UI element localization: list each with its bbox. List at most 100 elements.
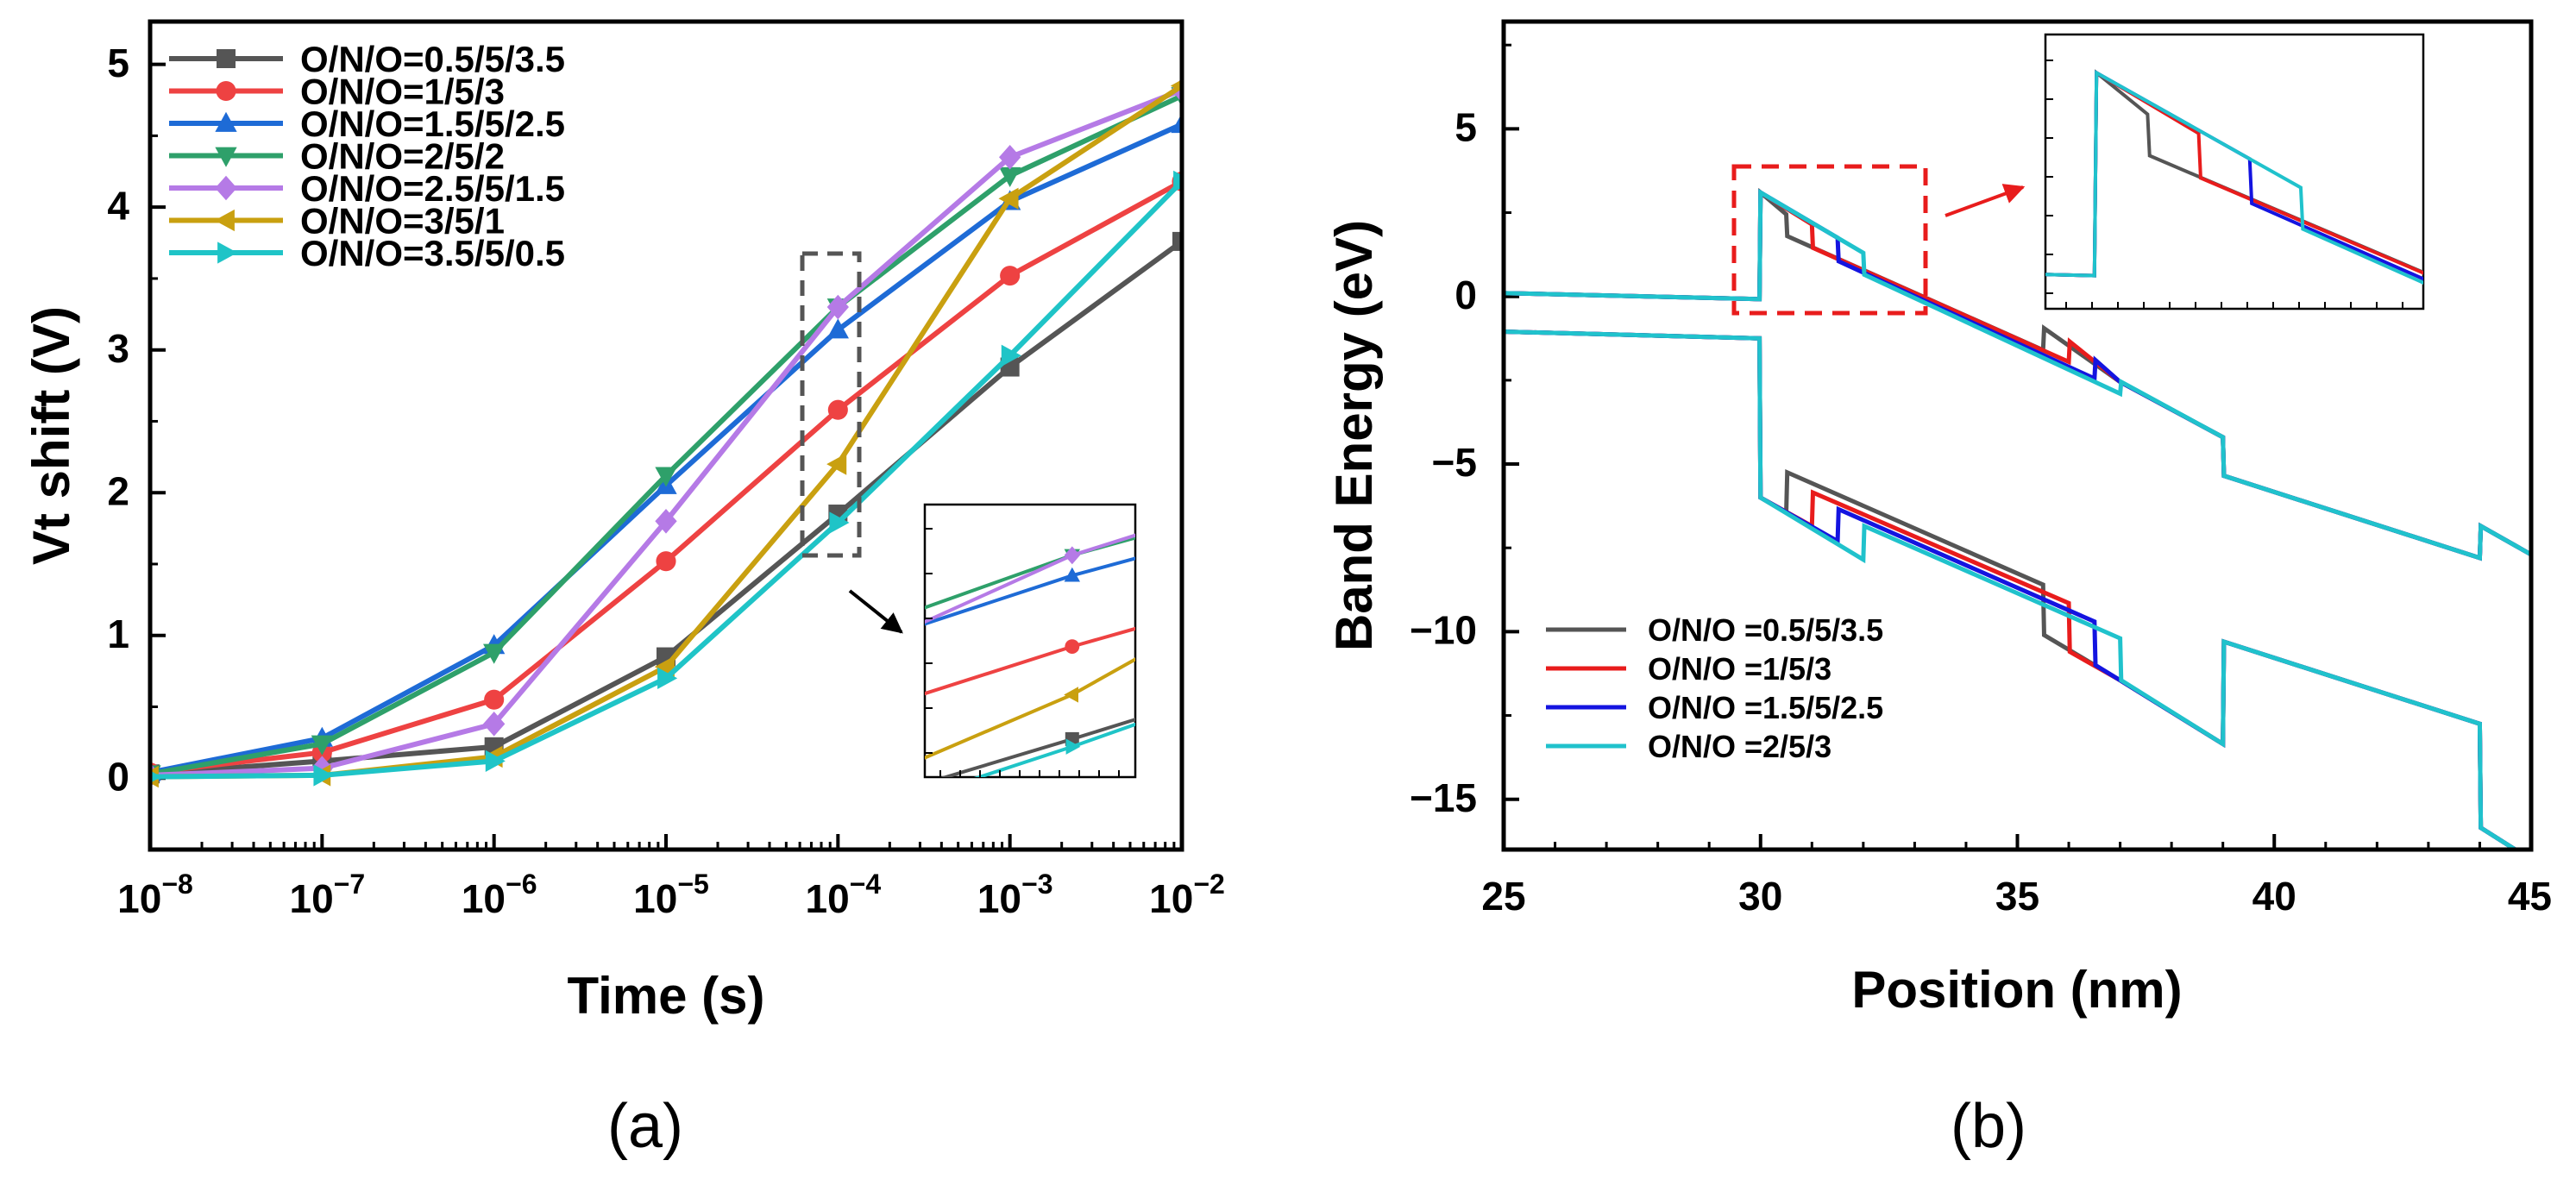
b-x-tick-label: 35 [1995,874,2039,919]
a-y-tick-label: 4 [107,183,129,228]
b-legend-entry: O/N/O =0.5/5/3.5 [1546,612,1883,648]
data-point [998,187,1019,210]
b-y-axis-title: Band Energy (eV) [1325,220,1383,651]
b-legend-entry: O/N/O =1/5/3 [1546,651,1831,687]
data-point [826,294,849,320]
b-zoom-region [1731,164,1928,316]
a-x-tick-label: 10−6 [462,869,537,921]
a-y-tick-label: 2 [107,468,129,513]
a-legend-entry: O/N/O=1.5/5/2.5 [169,103,565,144]
data-point [655,467,677,487]
b-y-tick-label: −15 [1410,775,1477,820]
a-x-tick-label: 10−3 [977,869,1053,921]
a-zoom-region [800,251,862,558]
b-y-tick-label: −5 [1432,440,1477,485]
b-legend-entry: O/N/O =1.5/5/2.5 [1546,690,1883,725]
b-y-tick-label: 0 [1454,273,1477,317]
b-x-tick-label: 45 [2508,874,2552,919]
a-legend-label: O/N/O=2/5/2 [300,136,505,177]
b-inset-ticks [2045,60,2403,309]
b-panel-label: (b) [1951,1092,2026,1161]
data-point [484,689,505,710]
chart-b-legend: O/N/O =0.5/5/3.5 O/N/O =1/5/3 O/N/O =1.5… [1546,612,1883,764]
valence-band-line [1504,329,2520,850]
b-y-tick-label: 5 [1454,105,1477,150]
data-point [1001,344,1021,367]
valence-band-line [1504,329,2520,850]
chart-a-series [150,78,1182,788]
chart-a-x-tick-labels: 10−8 10−7 10−6 10−5 10−4 10−3 10−2 [117,869,1225,921]
a-x-tick-label: 10−4 [806,869,882,921]
data-point [311,735,333,756]
data-point [1170,79,1182,92]
data-point [655,509,677,534]
data-point [829,511,850,534]
b-legend-entry: O/N/O =2/5/3 [1546,729,1831,764]
inset-band-line [2045,69,2423,285]
b-legend-label: O/N/O =2/5/3 [1648,729,1831,764]
a-legend-entry: O/N/O=3/5/1 [169,201,505,241]
data-point [215,111,237,132]
a-x-tick-label: 10−7 [290,869,366,921]
chart-a-legend: O/N/O=0.5/5/3.5 O/N/O=1/5/3 O/N/O=1.5/5/… [169,39,565,273]
b-inset-series [2045,69,2423,285]
valence-band-line [1504,329,2520,850]
data-point [150,770,162,783]
a-legend-entry: O/N/O=3.5/5/0.5 [169,233,565,273]
b-legend-label: O/N/O =0.5/5/3.5 [1648,612,1883,648]
a-x-tick-label: 10−2 [1149,869,1225,921]
data-point [1064,687,1078,703]
a-legend-label: O/N/O=1.5/5/2.5 [300,103,565,144]
a-x-tick-label: 10−8 [117,869,193,921]
data-point [827,399,848,420]
data-point [217,49,236,68]
chart-a-frame [148,19,1184,852]
chart-a-y-tick-labels: 0 1 2 3 4 5 [107,41,129,800]
data-point [313,764,334,787]
a-legend-entry: O/N/O=2/5/2 [169,136,505,177]
data-point [656,551,676,572]
data-point [1064,546,1080,565]
data-point [485,750,506,773]
a-legend-label: O/N/O=3.5/5/0.5 [300,233,565,273]
data-point [215,147,237,167]
data-point [1000,266,1021,286]
b-zoom-arrow [1945,184,2026,217]
data-point [657,667,678,690]
b-y-tick-label: −10 [1410,608,1477,653]
data-point [214,209,235,232]
b-legend-label: O/N/O =1.5/5/2.5 [1648,690,1883,725]
chart-a: 0 1 2 3 4 5 10−8 10−7 10−6 10−5 10−4 10−… [22,19,1225,1161]
chart-b-frame [1501,19,2534,852]
data-point [216,80,236,102]
a-legend-label: O/N/O=1/5/3 [300,72,505,112]
b-legend-label: O/N/O =1/5/3 [1648,651,1831,687]
a-zoom-arrow [848,589,903,634]
data-point [826,453,847,475]
chart-b-y-tick-labels: −15 −10 −5 0 5 [1410,105,1477,820]
a-legend-label: O/N/O=0.5/5/3.5 [300,39,565,79]
a-y-tick-label: 3 [107,326,129,371]
a-inset-series [925,533,1135,777]
b-x-tick-label: 40 [2252,874,2296,919]
data-point [999,144,1021,170]
chart-b-x-tick-labels: 25 30 35 40 45 [1481,874,2552,919]
data-point [1065,738,1081,755]
b-x-tick-label: 30 [1738,874,1782,919]
chart-b-series [1504,187,2531,850]
data-point [826,318,849,339]
data-point [1064,567,1080,582]
a-y-tick-label: 1 [107,612,129,656]
a-legend-entry: O/N/O=0.5/5/3.5 [169,39,565,79]
a-y-tick-label: 5 [107,41,129,85]
a-legend-label: O/N/O=2.5/5/1.5 [300,168,565,209]
a-y-tick-label: 0 [107,754,129,799]
data-point [215,175,237,201]
data-point [999,166,1021,187]
a-panel-label: (a) [607,1092,683,1161]
b-x-tick-label: 25 [1481,874,1525,919]
data-point [217,241,238,264]
data-point [1172,231,1182,251]
data-point [483,643,506,664]
